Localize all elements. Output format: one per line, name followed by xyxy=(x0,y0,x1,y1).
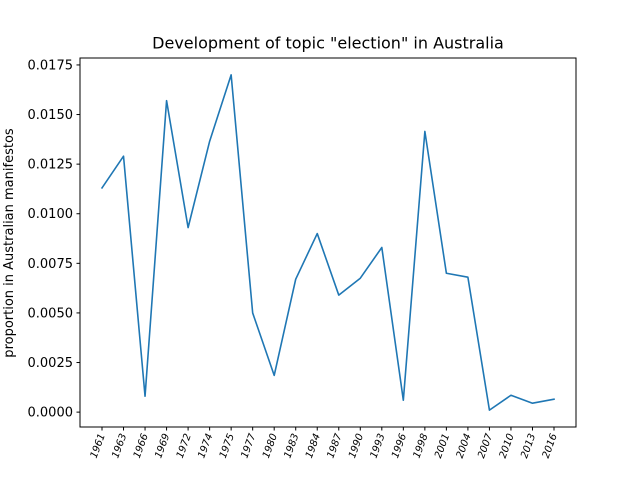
y-tick-label: 0.0075 xyxy=(28,257,74,272)
y-tick-label: 0.0175 xyxy=(28,58,74,73)
y-tick-label: 0.0125 xyxy=(28,158,74,173)
axes-frame xyxy=(79,57,577,428)
y-tick-label: 0.0050 xyxy=(28,306,74,321)
y-tick-label: 0.0025 xyxy=(28,356,74,371)
series-line xyxy=(100,74,555,411)
y-tick-label: 0.0150 xyxy=(28,108,74,123)
y-tick-label: 0.0000 xyxy=(28,406,74,421)
y-axis-label: proportion in Australian manifestos xyxy=(2,128,17,358)
y-tick-label: 0.0100 xyxy=(28,207,74,222)
chart-title: Development of topic "election" in Austr… xyxy=(152,34,504,53)
